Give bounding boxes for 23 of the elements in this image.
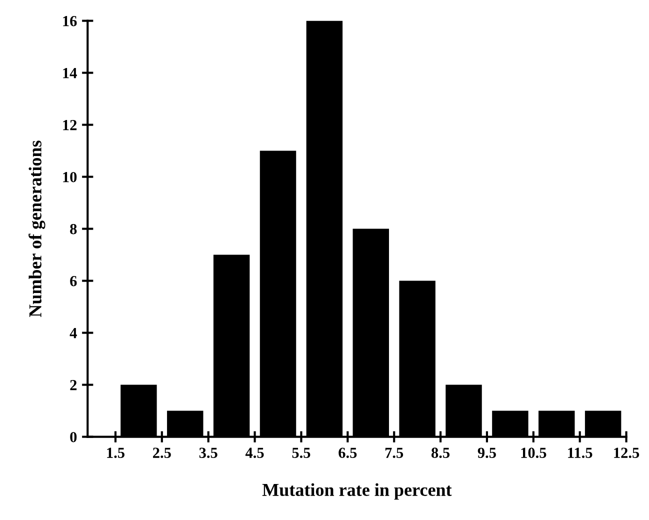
y-axis-title: Number of generations bbox=[28, 140, 46, 318]
x-axis-title: Mutation rate in percent bbox=[262, 483, 452, 500]
x-tick-label: 3.5 bbox=[199, 448, 218, 458]
x-tick-label: 8.5 bbox=[431, 448, 450, 458]
y-tick-label: 2 bbox=[70, 380, 77, 390]
y-tick-label: 0 bbox=[70, 432, 77, 442]
x-tick-label: 7.5 bbox=[385, 448, 404, 458]
y-tick-label: 4 bbox=[70, 328, 77, 338]
y-tick-label: 8 bbox=[70, 224, 77, 234]
y-tick-label: 10 bbox=[63, 172, 77, 182]
x-tick-label: 10.5 bbox=[521, 448, 546, 458]
y-tick-label: 6 bbox=[70, 276, 77, 286]
y-tick-label: 12 bbox=[63, 120, 77, 130]
x-tick-label: 12.5 bbox=[614, 448, 640, 458]
x-tick-label: 1.5 bbox=[107, 448, 124, 458]
x-tick-label: 2.5 bbox=[153, 448, 171, 458]
y-tick-label: 14 bbox=[63, 68, 77, 78]
x-tick-label: 9.5 bbox=[478, 448, 496, 458]
x-tick-label: 5.5 bbox=[292, 448, 310, 458]
x-tick-label: 11.5 bbox=[568, 448, 592, 458]
x-tick-label: 4.5 bbox=[245, 448, 264, 458]
x-tick-label: 6.5 bbox=[338, 448, 357, 458]
y-tick-label: 16 bbox=[63, 16, 77, 26]
